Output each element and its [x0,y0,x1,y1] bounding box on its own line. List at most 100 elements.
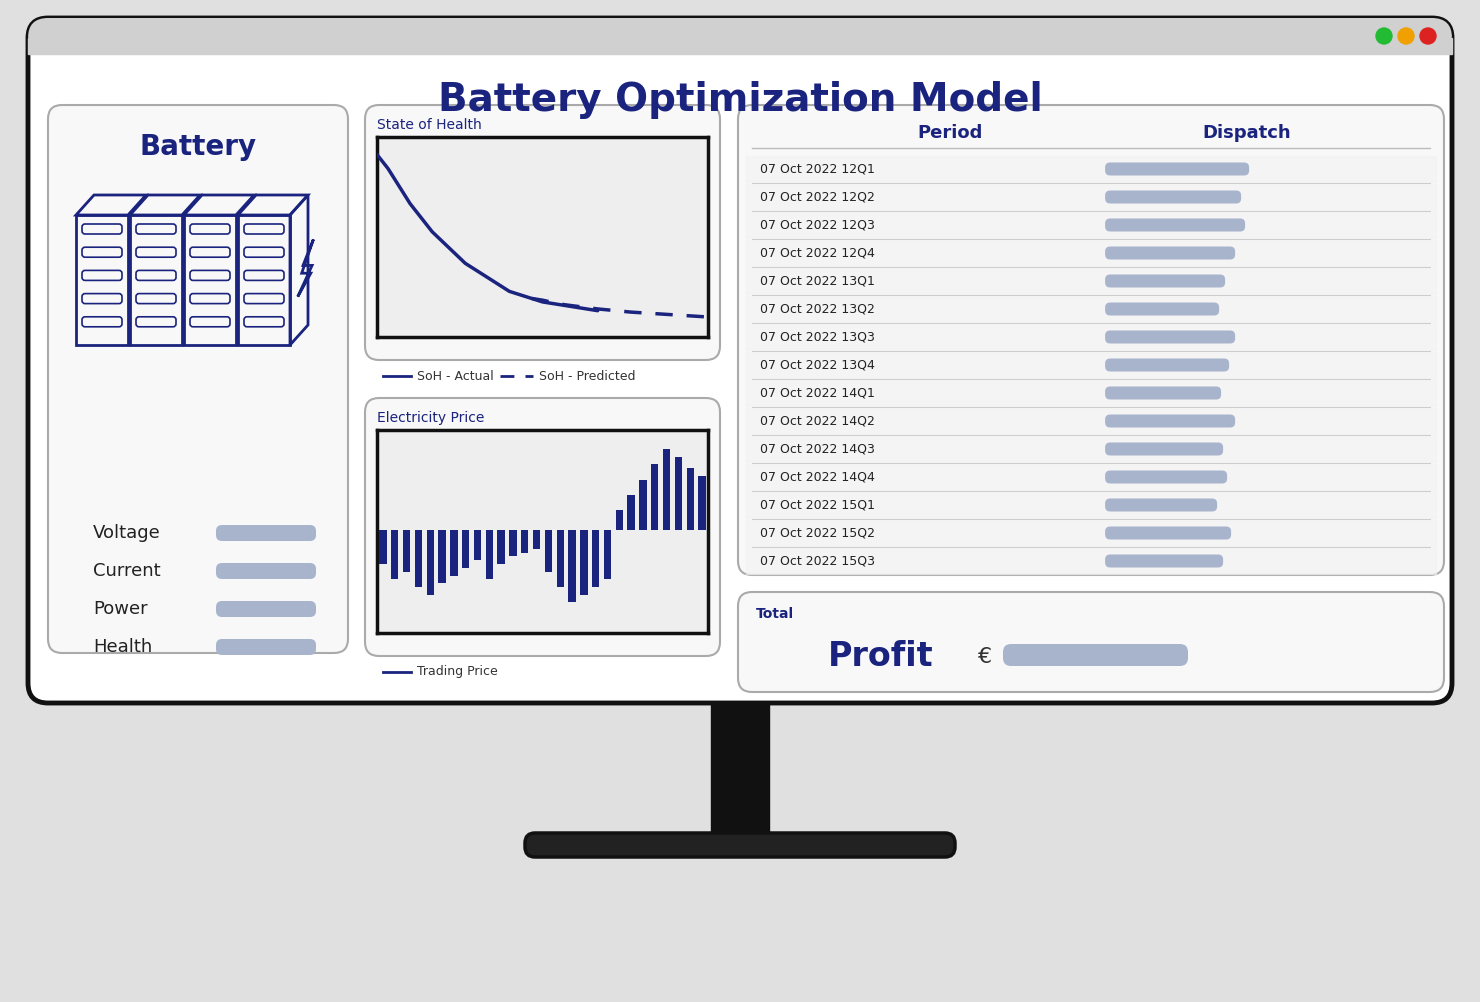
FancyBboxPatch shape [28,18,1452,54]
Text: 07 Oct 2022 12Q2: 07 Oct 2022 12Q2 [761,190,875,203]
Bar [462,530,469,568]
FancyBboxPatch shape [1106,218,1245,231]
Bar [746,380,1436,406]
Text: €: € [978,647,992,667]
Bar [450,530,457,575]
Bar [616,510,623,530]
FancyBboxPatch shape [1106,190,1242,203]
Bar [746,156,1436,182]
FancyBboxPatch shape [739,105,1444,575]
FancyBboxPatch shape [366,398,719,656]
Text: 07 Oct 2022 14Q1: 07 Oct 2022 14Q1 [761,387,875,400]
Bar [414,530,422,587]
Bar [746,352,1436,378]
Bar [687,468,694,530]
FancyBboxPatch shape [216,601,317,617]
Bar [675,457,682,530]
Bar [746,520,1436,546]
Text: Voltage: Voltage [93,524,161,542]
Bar [710,703,770,833]
Bar [604,530,611,579]
Text: Profit: Profit [827,640,934,673]
Bar [568,530,576,602]
Bar [474,530,481,560]
FancyBboxPatch shape [1106,499,1217,511]
Text: 07 Oct 2022 14Q2: 07 Oct 2022 14Q2 [761,415,875,428]
Bar [592,530,599,587]
Bar [746,492,1436,518]
Text: 07 Oct 2022 13Q4: 07 Oct 2022 13Q4 [761,359,875,372]
FancyBboxPatch shape [1106,415,1236,428]
FancyBboxPatch shape [366,105,719,360]
Bar [699,476,706,530]
Text: 07 Oct 2022 13Q1: 07 Oct 2022 13Q1 [761,275,875,288]
FancyBboxPatch shape [28,18,1452,703]
Bar [379,530,386,564]
Bar [746,436,1436,462]
FancyBboxPatch shape [216,563,317,579]
Bar [438,530,445,583]
Text: 07 Oct 2022 15Q3: 07 Oct 2022 15Q3 [761,554,875,567]
Bar [651,465,659,530]
FancyBboxPatch shape [1106,471,1227,484]
Bar [545,530,552,572]
Text: 07 Oct 2022 12Q1: 07 Oct 2022 12Q1 [761,162,875,175]
FancyBboxPatch shape [1106,443,1222,456]
FancyBboxPatch shape [1106,303,1220,316]
FancyBboxPatch shape [47,105,348,653]
FancyBboxPatch shape [1106,387,1221,400]
Text: Period: Period [918,124,983,142]
FancyBboxPatch shape [1106,246,1236,260]
Bar [663,449,670,530]
Bar [628,495,635,530]
Text: 07 Oct 2022 12Q3: 07 Oct 2022 12Q3 [761,218,875,231]
Bar [746,408,1436,434]
Bar [746,296,1436,322]
FancyBboxPatch shape [216,525,317,541]
Bar [746,184,1436,210]
Text: 07 Oct 2022 13Q2: 07 Oct 2022 13Q2 [761,303,875,316]
Bar [580,530,588,595]
Text: 07 Oct 2022 12Q4: 07 Oct 2022 12Q4 [761,246,875,260]
FancyBboxPatch shape [525,833,955,857]
Text: Dispatch: Dispatch [1202,124,1291,142]
Text: Power: Power [93,600,148,618]
Circle shape [1419,28,1436,44]
Text: Current: Current [93,562,161,580]
Bar [746,324,1436,350]
Bar [746,240,1436,266]
FancyBboxPatch shape [216,639,317,655]
Text: 07 Oct 2022 14Q4: 07 Oct 2022 14Q4 [761,471,875,484]
Text: State of Health: State of Health [377,118,482,132]
Text: Health: Health [93,638,152,656]
Bar [28,38,1452,54]
Text: 07 Oct 2022 14Q3: 07 Oct 2022 14Q3 [761,443,875,456]
Text: 07 Oct 2022 13Q3: 07 Oct 2022 13Q3 [761,331,875,344]
FancyBboxPatch shape [739,592,1444,692]
FancyBboxPatch shape [1106,275,1225,288]
Bar [426,530,434,595]
Text: SoH - Predicted: SoH - Predicted [539,370,635,383]
Bar [403,530,410,572]
Bar [533,530,540,549]
FancyBboxPatch shape [1106,331,1236,344]
Text: 07 Oct 2022 15Q1: 07 Oct 2022 15Q1 [761,499,875,511]
FancyBboxPatch shape [1106,526,1231,539]
Text: Electricity Price: Electricity Price [377,411,484,425]
Bar [746,548,1436,574]
Text: 07 Oct 2022 15Q2: 07 Oct 2022 15Q2 [761,526,875,539]
FancyBboxPatch shape [1106,162,1249,175]
Text: Trading Price: Trading Price [417,665,497,678]
FancyBboxPatch shape [1003,644,1188,666]
Bar [497,530,505,564]
Text: Battery Optimization Model: Battery Optimization Model [438,81,1042,119]
Circle shape [1376,28,1393,44]
Circle shape [1399,28,1413,44]
Text: SoH - Actual: SoH - Actual [417,370,494,383]
Bar [509,530,517,556]
Text: Battery: Battery [139,133,256,161]
Bar [391,530,398,579]
FancyBboxPatch shape [1106,554,1222,567]
Bar [746,464,1436,490]
Bar [485,530,493,579]
